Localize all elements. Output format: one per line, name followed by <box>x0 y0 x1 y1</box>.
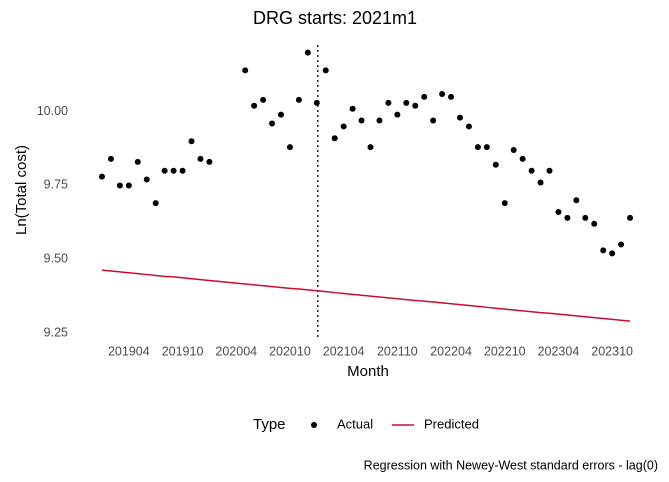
data-point <box>304 49 311 56</box>
legend-title: Type <box>253 416 286 433</box>
x-tick-label: 201904 <box>108 344 150 358</box>
data-point <box>528 167 535 174</box>
data-point <box>152 200 159 207</box>
x-tick-label: 202110 <box>377 344 418 358</box>
data-point <box>322 67 329 74</box>
x-tick-label: 202210 <box>484 344 526 358</box>
data-point <box>385 99 392 106</box>
data-point <box>134 158 141 165</box>
data-point <box>465 123 472 130</box>
data-point <box>358 117 365 124</box>
data-point <box>99 173 105 180</box>
data-point <box>170 167 177 174</box>
data-point <box>278 111 284 118</box>
data-point <box>116 182 123 189</box>
data-point <box>448 93 455 100</box>
y-axis-label: Ln(Total cost) <box>13 145 30 235</box>
data-point <box>618 241 625 248</box>
data-point <box>439 90 446 97</box>
x-tick-label: 202310 <box>591 344 633 358</box>
data-point <box>394 111 401 118</box>
data-point <box>501 200 508 207</box>
data-point <box>600 247 607 254</box>
legend-marker <box>311 422 317 428</box>
data-point <box>519 155 526 162</box>
y-tick-label: 9.50 <box>44 252 68 266</box>
data-point <box>161 167 168 174</box>
data-point <box>269 120 276 127</box>
x-tick-label: 202004 <box>215 344 257 358</box>
predicted-line <box>101 269 631 322</box>
x-tick-label: 202304 <box>538 344 580 358</box>
x-tick-label: 202204 <box>430 344 472 358</box>
data-point <box>331 135 338 142</box>
data-point <box>430 117 437 124</box>
data-point <box>483 144 490 151</box>
data-point <box>421 93 428 100</box>
data-point <box>376 117 383 124</box>
legend-label: Predicted <box>424 416 479 431</box>
data-point <box>591 220 598 227</box>
data-point <box>537 179 544 186</box>
x-tick-label: 202010 <box>269 344 311 358</box>
data-point <box>510 147 517 154</box>
data-point <box>609 250 616 257</box>
data-point <box>403 99 410 106</box>
caption: Regression with Newey-West standard erro… <box>364 458 658 472</box>
data-point <box>286 144 293 151</box>
data-point <box>627 214 634 221</box>
data-point <box>107 155 114 162</box>
data-point <box>188 138 195 145</box>
data-point <box>546 167 553 174</box>
data-point <box>564 214 571 221</box>
y-tick-label: 10.00 <box>37 104 68 118</box>
data-point <box>313 99 320 106</box>
data-point <box>125 182 132 189</box>
data-point <box>555 209 562 216</box>
data-point <box>349 105 356 112</box>
data-point <box>582 214 589 221</box>
data-point <box>474 144 481 151</box>
x-tick-label: 202104 <box>323 344 365 358</box>
data-point <box>179 167 186 174</box>
data-point <box>412 102 419 109</box>
data-point <box>242 67 249 74</box>
chart-title: DRG starts: 2021m1 <box>253 8 417 28</box>
data-point <box>492 161 499 168</box>
x-axis-label: Month <box>347 363 389 380</box>
data-point <box>295 96 302 103</box>
data-point <box>367 144 374 151</box>
data-point <box>197 155 204 162</box>
data-point <box>206 158 213 165</box>
data-point <box>573 197 580 204</box>
legend-label: Actual <box>337 416 373 431</box>
data-point <box>251 102 258 109</box>
data-point <box>340 123 347 130</box>
x-tick-label: 201910 <box>162 344 204 358</box>
data-point <box>143 176 150 183</box>
y-tick-label: 9.25 <box>44 325 68 339</box>
data-point <box>260 96 267 103</box>
data-point <box>457 114 463 121</box>
y-tick-label: 9.75 <box>44 178 68 192</box>
